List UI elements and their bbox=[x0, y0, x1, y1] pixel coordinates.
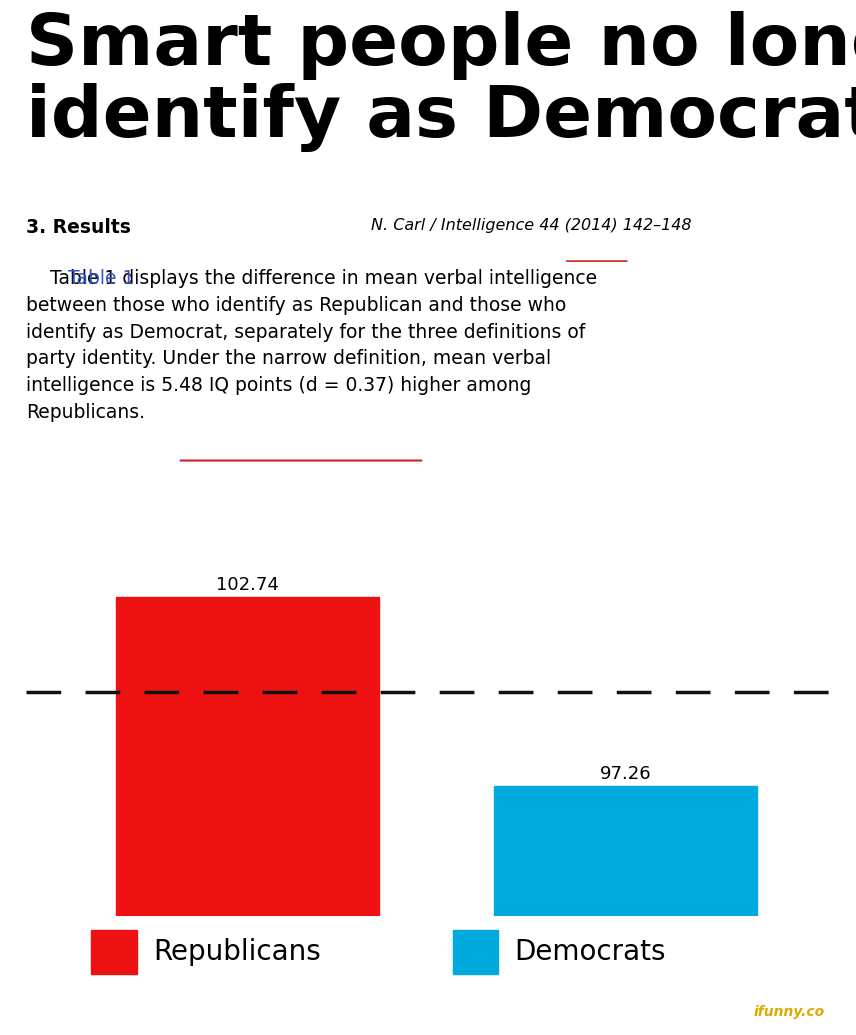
Text: Smart people no longer
identify as Democrats:: Smart people no longer identify as Democ… bbox=[26, 10, 856, 151]
Bar bbox=[453, 930, 498, 974]
Text: Table 1 displays the difference in mean verbal intelligence
between those who id: Table 1 displays the difference in mean … bbox=[26, 269, 597, 422]
Text: ifunny.co: ifunny.co bbox=[753, 1005, 824, 1018]
Text: 3. Results: 3. Results bbox=[26, 218, 131, 237]
Text: Republicans: Republicans bbox=[153, 938, 321, 967]
Bar bbox=[494, 787, 757, 916]
Text: N. Carl / Intelligence 44 (2014) 142–148: N. Carl / Intelligence 44 (2014) 142–148 bbox=[371, 218, 692, 233]
Text: 102.74: 102.74 bbox=[216, 575, 279, 594]
Bar bbox=[92, 930, 137, 974]
Text: Table 1: Table 1 bbox=[68, 269, 134, 288]
Bar bbox=[116, 597, 379, 916]
Text: Democrats: Democrats bbox=[514, 938, 666, 967]
Text: 97.26: 97.26 bbox=[600, 765, 651, 782]
